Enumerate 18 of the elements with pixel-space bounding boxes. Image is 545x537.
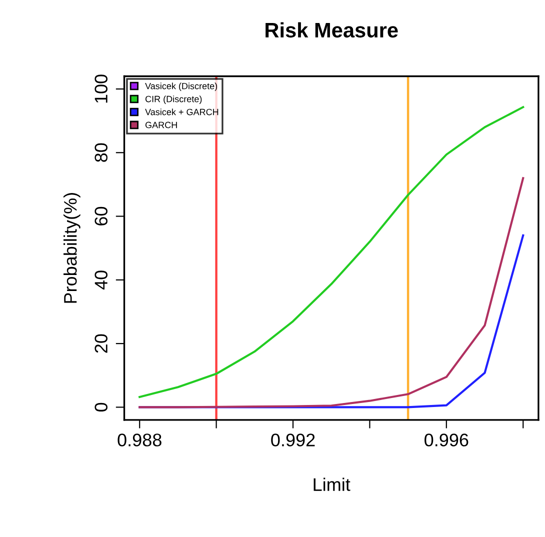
x-tick-label: 0.996 xyxy=(424,434,468,446)
legend-label: Vasicek (Discrete) xyxy=(145,82,218,92)
line-series xyxy=(138,177,524,408)
x-tick-label: 0.992 xyxy=(271,434,315,446)
x-axis-title: Limit xyxy=(314,478,350,491)
x-tick-label: 0.988 xyxy=(118,434,162,446)
y-axis-title: Probability(%) xyxy=(64,193,80,303)
line-series xyxy=(138,106,524,398)
y-tick-label: 20 xyxy=(94,334,108,353)
y-tick-label: 80 xyxy=(94,143,108,162)
chart-title: Risk Measure xyxy=(266,22,398,38)
legend-label: CIR (Discrete) xyxy=(145,96,202,104)
legend-label: Vasicek + GARCH xyxy=(145,108,218,116)
legend-label: GARCH xyxy=(145,122,177,128)
y-tick-label: 0 xyxy=(94,402,108,412)
y-tick-label: 100 xyxy=(94,74,108,103)
y-tick-label: 40 xyxy=(94,270,108,290)
y-tick-label: 60 xyxy=(94,206,108,226)
